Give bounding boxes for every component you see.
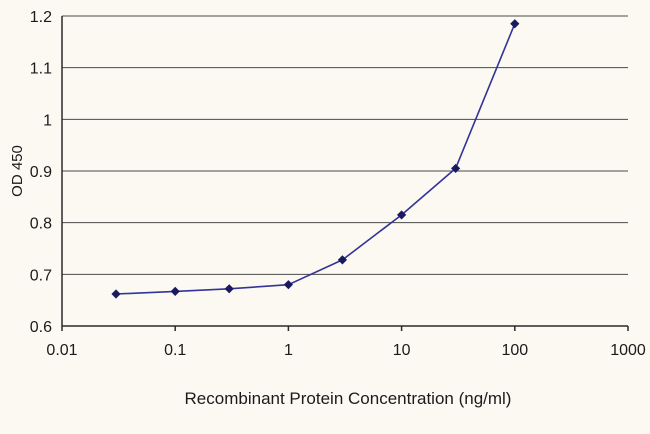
y-axis-label: OD 450 xyxy=(9,145,26,197)
data-point-marker xyxy=(283,280,293,290)
data-point-marker xyxy=(451,163,461,174)
data-point-marker xyxy=(510,19,520,29)
data-point-marker xyxy=(337,255,348,265)
data-point-marker xyxy=(397,210,407,220)
y-tick-label: 1 xyxy=(43,112,52,129)
x-tick-label: 1000 xyxy=(610,342,646,359)
y-tick-label: 0.7 xyxy=(30,267,52,284)
x-tick-label: 100 xyxy=(501,342,528,359)
x-tick-label: 0.01 xyxy=(46,342,77,359)
data-point-marker xyxy=(111,289,121,299)
y-tick-label: 0.9 xyxy=(30,164,52,181)
series-layer xyxy=(111,19,520,299)
x-tick-label: 0.1 xyxy=(164,342,186,359)
y-tick-label: 1.2 xyxy=(30,9,52,26)
y-tick-label: 1.1 xyxy=(30,61,52,78)
x-tick-label: 10 xyxy=(393,342,411,359)
x-axis-label: Recombinant Protein Concentration (ng/ml… xyxy=(185,389,512,408)
grid-layer: 0.6 0.7 0.8 0.9 1 1.1 1.2 0.01 0.1 1 10 100 1000 xyxy=(30,9,646,359)
data-point-marker xyxy=(224,284,234,294)
y-tick-label: 0.8 xyxy=(30,216,52,233)
y-tick-label: 0.6 xyxy=(30,319,52,336)
series-line xyxy=(115,23,516,295)
data-point-marker xyxy=(170,286,180,296)
x-tick-label: 1 xyxy=(284,342,293,359)
